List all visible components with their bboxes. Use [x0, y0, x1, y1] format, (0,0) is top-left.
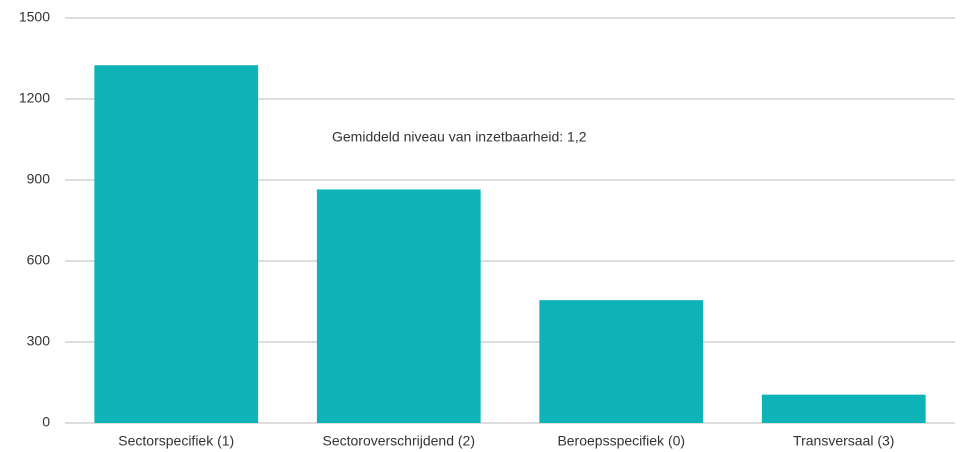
annotation: Gemiddeld niveau van inzetbaarheid: 1,2 — [332, 129, 587, 145]
x-tick-label: Transversaal (3) — [793, 433, 894, 449]
y-tick-label: 300 — [27, 333, 51, 349]
x-tick-label: Sectorspecifiek (1) — [118, 433, 234, 449]
x-tick-label: Sectoroverschrijdend (2) — [322, 433, 475, 449]
y-tick-label: 0 — [42, 414, 50, 430]
y-tick-label: 1200 — [19, 90, 50, 106]
y-tick-label: 900 — [27, 171, 51, 187]
bar — [539, 300, 704, 423]
x-tick-label: Beroepsspecifiek (0) — [557, 433, 685, 449]
y-tick-label: 600 — [27, 252, 51, 268]
bar — [94, 65, 259, 423]
bar — [316, 189, 481, 423]
y-tick-label: 1500 — [19, 9, 50, 25]
bar — [761, 394, 926, 423]
